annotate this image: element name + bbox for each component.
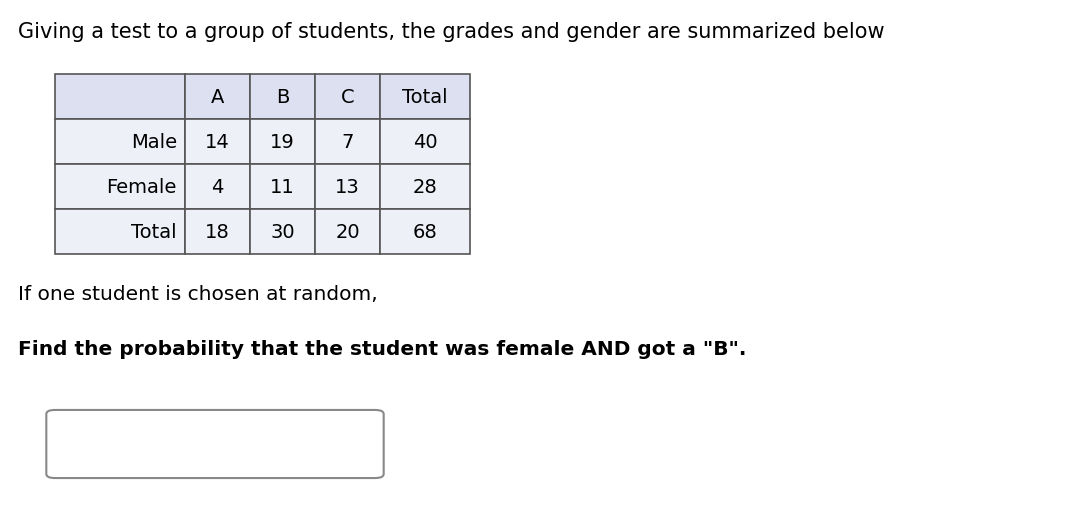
FancyBboxPatch shape [185, 75, 250, 120]
Text: If one student is chosen at random,: If one student is chosen at random, [18, 284, 378, 304]
FancyBboxPatch shape [55, 210, 185, 255]
Text: Giving a test to a group of students, the grades and gender are summarized below: Giving a test to a group of students, th… [18, 22, 885, 42]
Text: 68: 68 [413, 223, 438, 241]
Text: 28: 28 [413, 178, 438, 196]
Text: Find the probability that the student was female AND got a "B".: Find the probability that the student wa… [18, 339, 746, 358]
FancyBboxPatch shape [380, 165, 470, 210]
FancyBboxPatch shape [315, 210, 380, 255]
FancyBboxPatch shape [185, 165, 250, 210]
Text: Male: Male [131, 133, 177, 152]
FancyBboxPatch shape [380, 120, 470, 165]
FancyBboxPatch shape [55, 165, 185, 210]
Text: B: B [276, 88, 289, 107]
FancyBboxPatch shape [380, 75, 470, 120]
Text: 4: 4 [212, 178, 224, 196]
Text: 20: 20 [336, 223, 359, 241]
FancyBboxPatch shape [250, 75, 315, 120]
Text: Total: Total [131, 223, 177, 241]
Text: 14: 14 [205, 133, 230, 152]
FancyBboxPatch shape [250, 210, 315, 255]
FancyBboxPatch shape [47, 410, 383, 478]
Text: 40: 40 [413, 133, 438, 152]
FancyBboxPatch shape [55, 75, 185, 120]
Text: Female: Female [106, 178, 177, 196]
Text: Total: Total [402, 88, 447, 107]
Text: 13: 13 [336, 178, 359, 196]
Text: 18: 18 [205, 223, 230, 241]
FancyBboxPatch shape [315, 120, 380, 165]
FancyBboxPatch shape [250, 165, 315, 210]
FancyBboxPatch shape [55, 120, 185, 165]
Text: 19: 19 [270, 133, 295, 152]
FancyBboxPatch shape [185, 120, 250, 165]
Text: A: A [211, 88, 224, 107]
FancyBboxPatch shape [315, 75, 380, 120]
Text: 30: 30 [270, 223, 294, 241]
Text: C: C [341, 88, 354, 107]
FancyBboxPatch shape [250, 120, 315, 165]
Text: 7: 7 [341, 133, 354, 152]
Text: 11: 11 [270, 178, 295, 196]
FancyBboxPatch shape [185, 210, 250, 255]
FancyBboxPatch shape [315, 165, 380, 210]
FancyBboxPatch shape [380, 210, 470, 255]
